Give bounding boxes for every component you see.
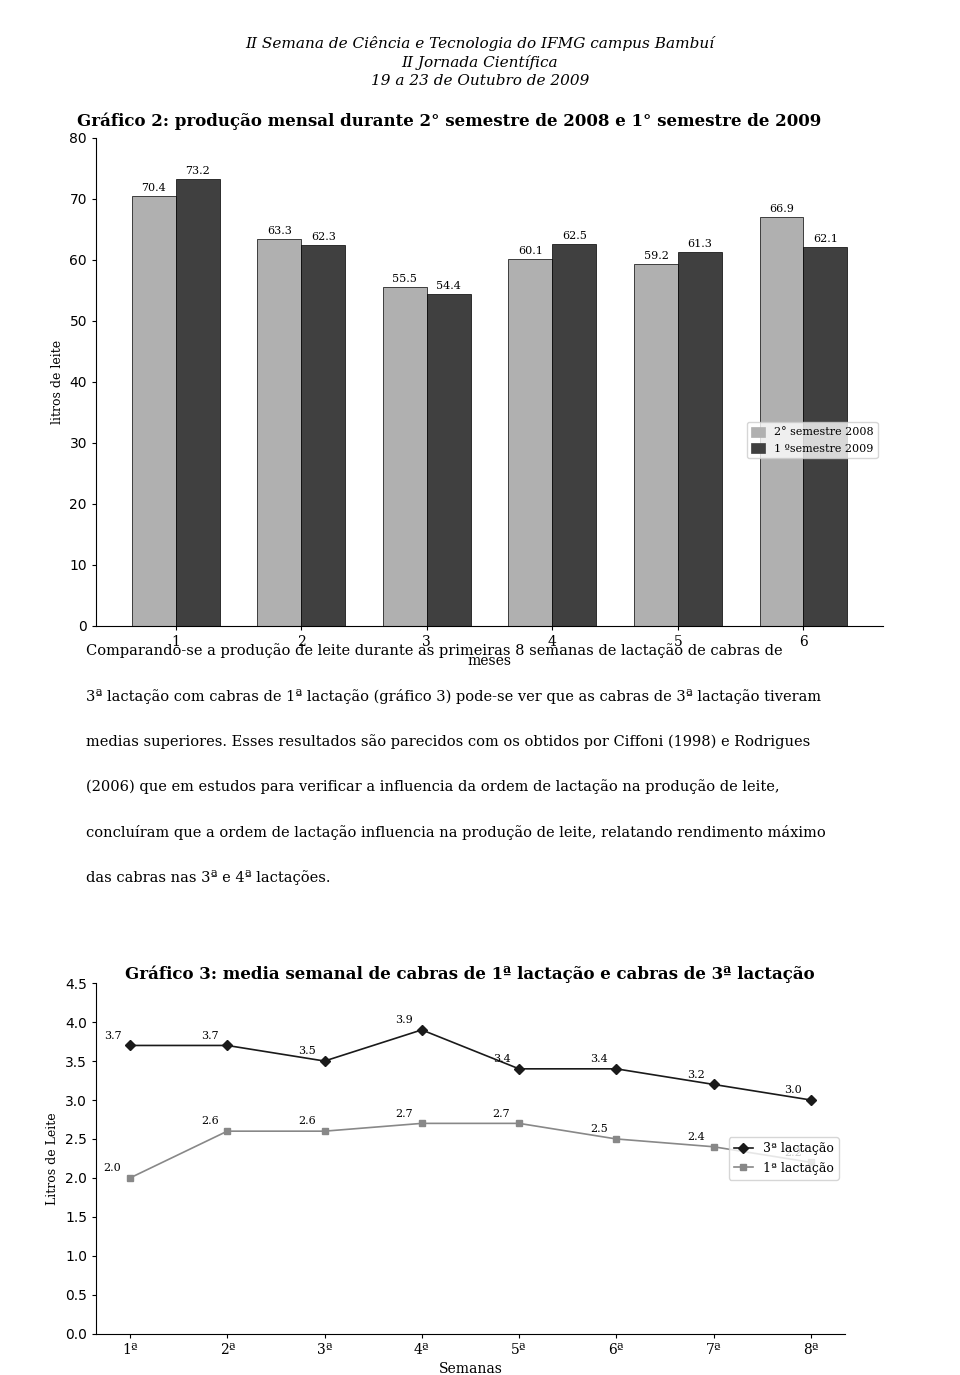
- 3ª lactação: [708, 1077, 719, 1093]
- Bar: [132, 197, 176, 626]
- 1ª lactação: [708, 1138, 719, 1155]
- 1ª lactação: [416, 1115, 427, 1132]
- Text: 61.3: 61.3: [687, 238, 712, 249]
- Text: 3.7: 3.7: [201, 1031, 219, 1041]
- Text: 73.2: 73.2: [185, 166, 210, 176]
- Text: 60.1: 60.1: [518, 246, 542, 256]
- Bar: [257, 239, 301, 626]
- Text: 70.4: 70.4: [141, 183, 166, 192]
- Text: concluíram que a ordem de lactação influencia na produção de leite, relatando re: concluíram que a ordem de lactação influ…: [86, 825, 827, 840]
- 3ª lactação: [319, 1053, 330, 1070]
- Text: 2.5: 2.5: [589, 1125, 608, 1134]
- Text: 2.0: 2.0: [104, 1163, 121, 1173]
- Bar: [804, 246, 848, 626]
- Text: (2006) que em estudos para verificar a influencia da ordem de lactação na produç: (2006) que em estudos para verificar a i…: [86, 780, 780, 795]
- Bar: [383, 287, 427, 626]
- Bar: [509, 258, 552, 626]
- Text: 2.7: 2.7: [396, 1108, 413, 1119]
- Text: 3.0: 3.0: [784, 1085, 803, 1096]
- Text: Gráfico 3: media semanal de cabras de 1ª lactação e cabras de 3ª lactação: Gráfico 3: media semanal de cabras de 1ª…: [125, 965, 814, 983]
- Text: 3.9: 3.9: [396, 1015, 413, 1026]
- Text: 3.2: 3.2: [687, 1070, 705, 1079]
- Text: II Semana de Ciência e Tecnologia do IFMG campus Bambuí: II Semana de Ciência e Tecnologia do IFM…: [246, 36, 714, 51]
- Text: 2.6: 2.6: [299, 1116, 316, 1126]
- Text: 3ª lactação com cabras de 1ª lactação (gráfico 3) pode-se ver que as cabras de 3: 3ª lactação com cabras de 1ª lactação (g…: [86, 689, 822, 704]
- 1ª lactação: [611, 1130, 622, 1147]
- 1ª lactação: [319, 1123, 330, 1140]
- Bar: [301, 246, 346, 626]
- X-axis label: meses: meses: [468, 654, 512, 668]
- Text: 59.2: 59.2: [643, 252, 668, 261]
- 3ª lactação: [611, 1060, 622, 1077]
- Text: 3.5: 3.5: [299, 1046, 316, 1056]
- 1ª lactação: [124, 1170, 135, 1187]
- Text: 2.7: 2.7: [492, 1108, 511, 1119]
- Y-axis label: Litros de Leite: Litros de Leite: [46, 1112, 60, 1204]
- 1ª lactação: [805, 1154, 817, 1170]
- 3ª lactação: [805, 1092, 817, 1108]
- Text: 55.5: 55.5: [393, 274, 418, 285]
- Bar: [634, 264, 678, 626]
- Text: 2.4: 2.4: [687, 1132, 705, 1143]
- Text: 2.6: 2.6: [201, 1116, 219, 1126]
- 3ª lactação: [124, 1037, 135, 1053]
- 1ª lactação: [514, 1115, 525, 1132]
- Y-axis label: litros de leite: litros de leite: [51, 340, 63, 424]
- X-axis label: Semanas: Semanas: [439, 1363, 502, 1375]
- 3ª lactação: [514, 1060, 525, 1077]
- Text: 54.4: 54.4: [437, 280, 461, 290]
- Bar: [552, 245, 596, 626]
- Text: 3.7: 3.7: [104, 1031, 121, 1041]
- Bar: [427, 294, 470, 626]
- Line: 3ª lactação: 3ª lactação: [127, 1026, 814, 1104]
- Text: II Jornada Científica: II Jornada Científica: [401, 55, 559, 70]
- 3ª lactação: [416, 1022, 427, 1038]
- Text: 63.3: 63.3: [267, 227, 292, 236]
- Legend: 3ª lactação, 1ª lactação: 3ª lactação, 1ª lactação: [729, 1137, 838, 1180]
- Text: Comparando-se a produção de leite durante as primeiras 8 semanas de lactação de : Comparando-se a produção de leite durant…: [86, 644, 783, 659]
- Text: 62.3: 62.3: [311, 232, 336, 242]
- Line: 1ª lactação: 1ª lactação: [127, 1119, 814, 1181]
- Legend: 2° semestre 2008, 1 ºsemestre 2009: 2° semestre 2008, 1 ºsemestre 2009: [747, 422, 877, 458]
- 3ª lactação: [222, 1037, 233, 1053]
- Bar: [176, 179, 220, 626]
- Text: 3.4: 3.4: [589, 1055, 608, 1064]
- Bar: [678, 252, 722, 626]
- Bar: [759, 217, 804, 626]
- Text: 2.2: 2.2: [784, 1148, 803, 1158]
- Text: 19 a 23 de Outubro de 2009: 19 a 23 de Outubro de 2009: [371, 74, 589, 88]
- Text: 66.9: 66.9: [769, 205, 794, 214]
- Text: 62.5: 62.5: [562, 231, 587, 241]
- Text: 62.1: 62.1: [813, 234, 838, 243]
- Text: 3.4: 3.4: [492, 1055, 511, 1064]
- 1ª lactação: [222, 1123, 233, 1140]
- Text: Gráfico 2: produção mensal durante 2° semestre de 2008 e 1° semestre de 2009: Gráfico 2: produção mensal durante 2° se…: [77, 113, 821, 131]
- Text: medias superiores. Esses resultados são parecidos com os obtidos por Ciffoni (19: medias superiores. Esses resultados são …: [86, 734, 810, 749]
- Text: das cabras nas 3ª e 4ª lactações.: das cabras nas 3ª e 4ª lactações.: [86, 870, 331, 886]
